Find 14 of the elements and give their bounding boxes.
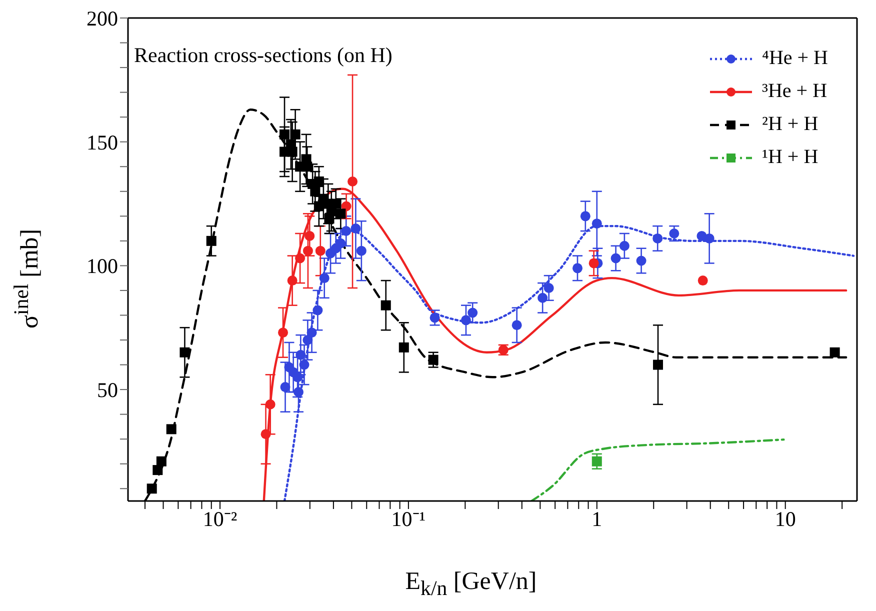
legend-label: ³He + H: [762, 80, 828, 103]
y-tick-label: 50: [97, 378, 118, 402]
y-tick-label: 200: [86, 6, 118, 30]
legend-label: ⁴He + H: [762, 47, 828, 70]
text: Reaction cross-sections (on H): [134, 43, 392, 68]
x-tick-label: 1: [592, 506, 602, 531]
y-tick-label: 100: [86, 254, 118, 278]
x-axis-title: E$_{k/n}$ [GeV/n]: [404, 568, 538, 601]
y-tick-label: 150: [86, 130, 118, 154]
x-tick-label: 10: [774, 506, 796, 531]
x-tick-label: 10⁻²: [202, 506, 238, 531]
legend-label: ²H + H: [762, 113, 818, 136]
legend-label: ¹H + H: [762, 146, 818, 169]
x-tick-label: 10⁻¹: [391, 506, 426, 531]
